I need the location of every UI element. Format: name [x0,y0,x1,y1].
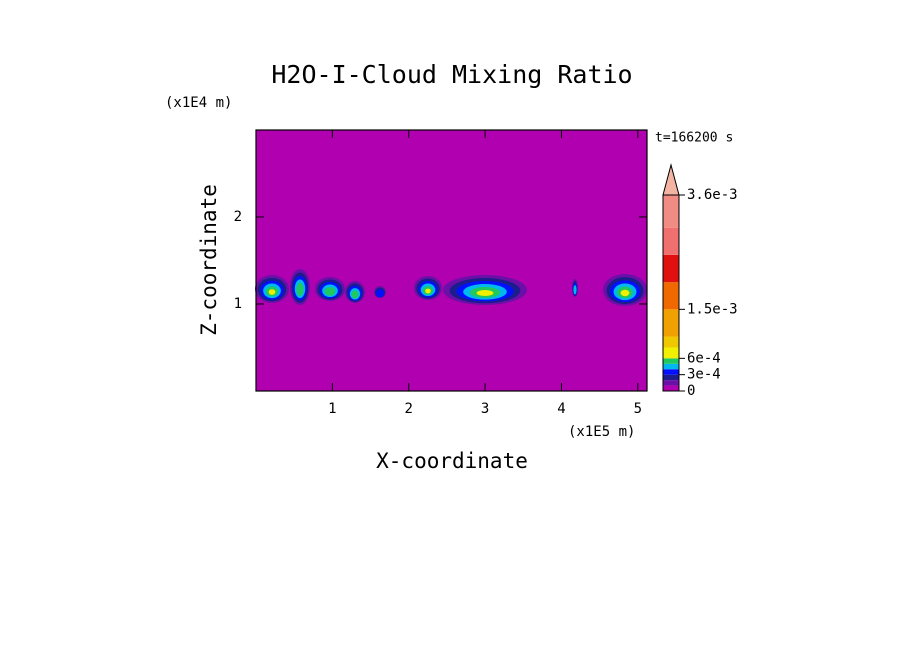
colorbar-band [663,363,679,370]
colorbar-tick-label: 3e-4 [687,367,721,383]
colorbar-band [663,380,679,386]
x-axis-label: X-coordinate [376,449,528,473]
contour-blob [296,282,304,296]
contour-blob [375,289,385,298]
colorbar-frame [662,194,680,392]
plot-background [256,130,647,391]
plot-frame [255,129,648,392]
colorbar-band [663,358,679,364]
x-tick-label: 1 [328,401,336,417]
x-tick-label: 5 [634,401,642,417]
y-unit: (x1E4 m) [165,95,232,111]
contour-blob [476,290,494,296]
contour-blob [573,285,577,295]
x-tick-label: 4 [557,401,565,417]
colorbar-band [663,369,679,375]
contour-blob [425,288,431,294]
colorbar-band [663,227,679,255]
y-axis-label: Z-coordinate [197,184,221,336]
colorbar-tick-label: 3.6e-3 [687,187,738,203]
colorbar-band [663,309,679,337]
x-tick-label: 3 [481,401,489,417]
x-unit: (x1E5 m) [568,424,635,440]
time-label: t=166200 s [655,131,733,146]
contour-blob [351,290,359,299]
colorbar-tick-label: 1.5e-3 [687,301,738,317]
contour-blob [324,287,336,296]
colorbar-extension [662,163,680,196]
colorbar-band [663,374,679,381]
colorbar-band [663,336,679,348]
chart-title: H2O-I-Cloud Mixing Ratio [271,60,632,89]
colorbar-band [663,195,679,228]
contour-blob [620,289,630,297]
colorbar-tick-label: 0 [687,383,695,399]
colorbar-band [663,282,679,310]
y-tick-label: 1 [234,296,242,312]
y-tick-label: 2 [234,209,242,225]
colorbar-band [663,254,679,283]
colorbar-band [663,385,679,391]
colorbar-tick-label: 6e-4 [687,350,721,366]
colorbar-band [663,347,679,359]
contour-blob [268,289,276,295]
x-tick-label: 2 [405,401,413,417]
